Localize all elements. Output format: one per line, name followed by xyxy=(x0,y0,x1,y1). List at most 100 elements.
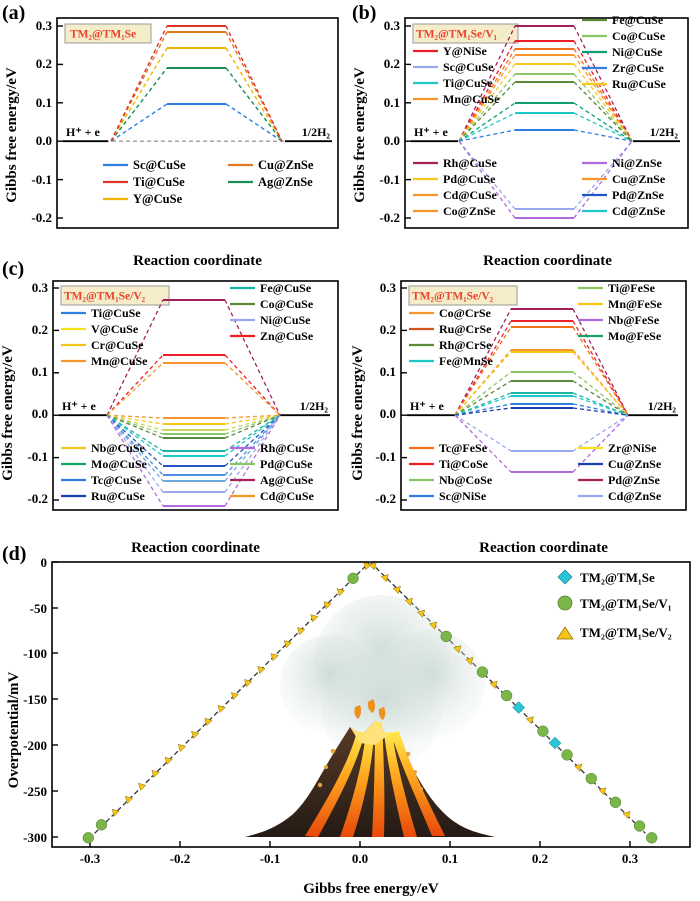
svg-text:0.2: 0.2 xyxy=(32,322,48,337)
svg-text:1/2H₂: 1/2H₂ xyxy=(302,125,331,139)
svg-text:Ti@FeSe: Ti@FeSe xyxy=(608,281,656,295)
svg-text:Gibbs free energy/eV: Gibbs free energy/eV xyxy=(350,345,366,481)
svg-text:-0.2: -0.2 xyxy=(375,491,396,506)
svg-text:Ru@CrSe: Ru@CrSe xyxy=(439,322,492,336)
svg-text:H⁺ + e: H⁺ + e xyxy=(66,125,101,139)
svg-text:Pd@CuSe: Pd@CuSe xyxy=(260,457,313,471)
svg-text:0.3: 0.3 xyxy=(380,280,397,295)
svg-text:Co@CuSe: Co@CuSe xyxy=(612,29,666,43)
svg-text:Ni@CuSe: Ni@CuSe xyxy=(260,313,311,327)
svg-text:0.2: 0.2 xyxy=(384,56,400,71)
svg-text:H⁺ + e: H⁺ + e xyxy=(410,399,445,413)
svg-text:0.0: 0.0 xyxy=(352,851,368,866)
svg-text:Sc@NiSe: Sc@NiSe xyxy=(439,489,487,503)
svg-text:-0.1: -0.1 xyxy=(379,172,400,187)
svg-text:TM₂@TM₁Se/V₁: TM₂@TM₁Se/V₁ xyxy=(580,596,672,611)
svg-text:Gibbs free energy/eV: Gibbs free energy/eV xyxy=(303,881,439,897)
svg-text:Fe@CuSe: Fe@CuSe xyxy=(260,281,312,295)
svg-text:Ti@CoSe: Ti@CoSe xyxy=(439,457,489,471)
svg-text:Cr@CuSe: Cr@CuSe xyxy=(91,338,144,352)
svg-text:Ti@CuSe: Ti@CuSe xyxy=(133,175,185,189)
svg-text:-0.2: -0.2 xyxy=(31,210,52,225)
svg-text:Gibbs free energy/eV: Gibbs free energy/eV xyxy=(0,345,16,481)
svg-text:Gibbs free energy/eV: Gibbs free energy/eV xyxy=(4,67,20,203)
svg-text:Nb@CuSe: Nb@CuSe xyxy=(91,441,146,455)
svg-text:Mn@FeSe: Mn@FeSe xyxy=(608,297,662,311)
svg-text:Pd@ZnSe: Pd@ZnSe xyxy=(608,473,661,487)
svg-text:Cu@ZnSe: Cu@ZnSe xyxy=(612,172,666,186)
svg-text:Ni@CuSe: Ni@CuSe xyxy=(612,45,663,59)
svg-text:0.2: 0.2 xyxy=(36,56,52,71)
svg-text:-0.2: -0.2 xyxy=(27,491,48,506)
svg-text:0.0: 0.0 xyxy=(384,133,400,148)
svg-text:Cd@CuSe: Cd@CuSe xyxy=(260,489,315,503)
svg-text:H⁺ + e: H⁺ + e xyxy=(414,125,449,139)
svg-text:-300: -300 xyxy=(23,830,47,845)
svg-text:Overpotential/mV: Overpotential/mV xyxy=(6,672,22,789)
svg-text:-0.2: -0.2 xyxy=(170,851,191,866)
svg-text:Ru@CuSe: Ru@CuSe xyxy=(612,77,667,91)
svg-text:Ag@CuSe: Ag@CuSe xyxy=(260,473,314,487)
svg-text:Co@ZnSe: Co@ZnSe xyxy=(443,204,496,218)
svg-text:-200: -200 xyxy=(23,738,47,753)
svg-text:Zr@CuSe: Zr@CuSe xyxy=(612,61,665,75)
svg-text:TM₂@TM₁Se/V₂: TM₂@TM₁Se/V₂ xyxy=(412,291,494,303)
svg-text:Cd@CuSe: Cd@CuSe xyxy=(443,188,498,202)
svg-text:Rh@CuSe: Rh@CuSe xyxy=(260,441,315,455)
svg-text:Nb@FeSe: Nb@FeSe xyxy=(608,313,660,327)
svg-text:TM₂@TM₁Se: TM₂@TM₁Se xyxy=(580,570,655,585)
svg-text:0.3: 0.3 xyxy=(622,851,639,866)
svg-text:Sc@CuSe: Sc@CuSe xyxy=(133,158,186,172)
svg-text:0.1: 0.1 xyxy=(32,364,48,379)
svg-text:TM₂@TM₁Se/V₂: TM₂@TM₁Se/V₂ xyxy=(580,625,672,640)
svg-text:Mn@CuSe: Mn@CuSe xyxy=(91,354,148,368)
svg-text:Rh@CuSe: Rh@CuSe xyxy=(443,156,498,170)
svg-text:Co@CrSe: Co@CrSe xyxy=(439,306,491,320)
svg-text:0.3: 0.3 xyxy=(36,18,53,33)
svg-text:-0.1: -0.1 xyxy=(375,449,396,464)
svg-text:Co@CuSe: Co@CuSe xyxy=(260,297,314,311)
svg-text:Ni@ZnSe: Ni@ZnSe xyxy=(612,156,663,170)
svg-text:Ru@CuSe: Ru@CuSe xyxy=(91,489,146,503)
svg-text:Zr@NiSe: Zr@NiSe xyxy=(608,441,657,455)
svg-text:Zn@CuSe: Zn@CuSe xyxy=(260,329,314,343)
svg-text:Rh@CrSe: Rh@CrSe xyxy=(439,338,492,352)
svg-text:Cu@ZnSe: Cu@ZnSe xyxy=(258,158,314,172)
svg-text:Y@CuSe: Y@CuSe xyxy=(133,192,183,206)
svg-text:0.1: 0.1 xyxy=(442,851,458,866)
svg-text:0.1: 0.1 xyxy=(380,364,396,379)
svg-text:Sc@CuSe: Sc@CuSe xyxy=(443,60,494,74)
svg-text:0.2: 0.2 xyxy=(532,851,548,866)
svg-text:0.0: 0.0 xyxy=(32,406,48,421)
svg-text:-150: -150 xyxy=(23,692,47,707)
svg-text:Pd@ZnSe: Pd@ZnSe xyxy=(612,188,665,202)
svg-text:Cu@ZnSe: Cu@ZnSe xyxy=(608,457,662,471)
svg-text:Ti@CuSe: Ti@CuSe xyxy=(91,306,141,320)
svg-text:-0.2: -0.2 xyxy=(379,210,400,225)
svg-text:TM₂@TM₁Se: TM₂@TM₁Se xyxy=(70,29,136,41)
svg-text:Pd@CuSe: Pd@CuSe xyxy=(443,172,496,186)
svg-text:0: 0 xyxy=(41,555,48,570)
svg-text:-100: -100 xyxy=(23,646,47,661)
svg-text:-0.3: -0.3 xyxy=(80,851,101,866)
svg-text:Fe@CuSe: Fe@CuSe xyxy=(612,13,664,27)
svg-text:0.0: 0.0 xyxy=(36,133,52,148)
svg-text:Mn@CuSe: Mn@CuSe xyxy=(443,92,500,106)
svg-text:1/2H₂: 1/2H₂ xyxy=(650,125,679,139)
svg-text:0.1: 0.1 xyxy=(384,95,400,110)
svg-text:-250: -250 xyxy=(23,784,47,799)
svg-text:1/2H₂: 1/2H₂ xyxy=(300,399,329,413)
svg-text:0.3: 0.3 xyxy=(384,18,401,33)
svg-text:-50: -50 xyxy=(30,601,47,616)
svg-text:Tc@CuSe: Tc@CuSe xyxy=(91,473,142,487)
svg-text:-0.1: -0.1 xyxy=(31,172,52,187)
svg-text:-0.1: -0.1 xyxy=(27,449,48,464)
svg-text:Ag@ZnSe: Ag@ZnSe xyxy=(258,175,313,189)
svg-text:Gibbs free energy/eV: Gibbs free energy/eV xyxy=(352,67,368,203)
svg-text:Nb@CoSe: Nb@CoSe xyxy=(439,473,493,487)
svg-text:Y@NiSe: Y@NiSe xyxy=(443,44,488,58)
svg-text:TM₂@TM₁Se/V₁: TM₂@TM₁Se/V₁ xyxy=(416,29,497,41)
svg-text:H⁺ + e: H⁺ + e xyxy=(62,399,97,413)
svg-text:Mo@FeSe: Mo@FeSe xyxy=(608,329,662,343)
svg-text:0.3: 0.3 xyxy=(32,280,49,295)
